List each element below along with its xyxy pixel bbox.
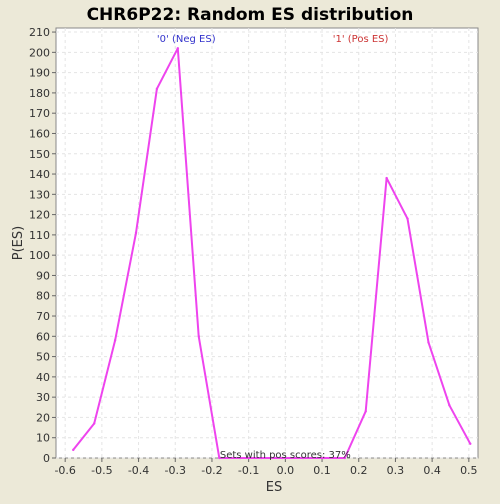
annotation-1: '1' (Pos ES) <box>333 34 389 45</box>
y-tick-label: 130 <box>29 188 50 201</box>
data-point <box>406 217 409 220</box>
x-tick-label: -0.3 <box>165 464 186 477</box>
data-point <box>239 456 242 460</box>
annotations: '0' (Neg ES) '1' (Pos ES) Sets with pos sc… <box>157 34 389 461</box>
data-point <box>197 335 200 338</box>
y-tick-label: 110 <box>29 229 50 242</box>
x-axis-label: ES <box>266 480 282 495</box>
plot-area <box>55 27 479 459</box>
data-point <box>176 47 180 50</box>
y-tick-label: 90 <box>36 269 50 282</box>
data-point <box>92 422 96 425</box>
y-tick-label: 60 <box>36 330 50 343</box>
y-tick-label: 20 <box>36 411 50 424</box>
y-tick-label: 80 <box>36 290 50 303</box>
annotation-0: '0' (Neg ES) <box>157 34 216 45</box>
y-axis-label: P(ES) <box>11 226 26 260</box>
y-tick-label: 10 <box>36 432 50 445</box>
data-point <box>113 339 117 342</box>
y-tick-label: 200 <box>29 46 50 59</box>
data-point <box>155 87 159 91</box>
x-tick-label: 0.4 <box>423 464 441 477</box>
x-tick-label: 0.3 <box>387 464 405 477</box>
data-point <box>134 231 138 235</box>
x-tick-label: -0.6 <box>54 464 75 477</box>
data-point <box>448 404 451 407</box>
data-point <box>364 410 367 413</box>
x-tick-label: -0.5 <box>91 464 112 477</box>
y-tick-label: 170 <box>29 107 50 120</box>
chart-title: CHR6P22: Random ES distribution <box>87 5 414 25</box>
y-tick-label: 150 <box>29 148 50 161</box>
data-point <box>343 456 346 460</box>
data-point <box>259 456 263 460</box>
y-tick-label: 190 <box>29 67 50 80</box>
y-tick-label: 30 <box>36 391 50 404</box>
x-tick-label: -0.2 <box>201 464 222 477</box>
x-tick-label: -0.4 <box>128 464 149 477</box>
data-point <box>322 456 326 460</box>
series-layer <box>72 47 472 460</box>
y-tick-label: 40 <box>36 371 50 384</box>
data-point <box>385 176 388 180</box>
x-tick-label: -0.1 <box>238 464 259 477</box>
annotation-2: Sets with pos scores: 37% <box>220 450 351 461</box>
y-tick-label: 180 <box>29 87 50 100</box>
y-tick-label: 50 <box>36 351 50 364</box>
y-tick-label: 0 <box>43 452 50 465</box>
data-point <box>469 442 472 446</box>
series-line <box>72 47 472 459</box>
y-tick-label: 160 <box>29 127 50 140</box>
data-point <box>427 341 430 344</box>
y-tick-label: 70 <box>36 310 50 323</box>
y-tick-label: 210 <box>29 26 50 39</box>
y-tick-label: 140 <box>29 168 50 181</box>
x-tick-label: 0.2 <box>350 464 368 477</box>
axes: 0 10 20 30 40 50 60 70 80 90 100 110 120 130 140 150 160… <box>29 26 478 477</box>
y-tick-label: 100 <box>29 249 50 262</box>
x-tick-label: 0.0 <box>277 464 295 477</box>
data-point <box>301 456 305 460</box>
data-point <box>280 456 284 460</box>
y-tick-label: 120 <box>29 209 50 222</box>
data-point <box>218 456 221 460</box>
data-point <box>72 448 75 452</box>
x-tick-label: 0.5 <box>460 464 478 477</box>
x-tick-label: 0.1 <box>313 464 331 477</box>
